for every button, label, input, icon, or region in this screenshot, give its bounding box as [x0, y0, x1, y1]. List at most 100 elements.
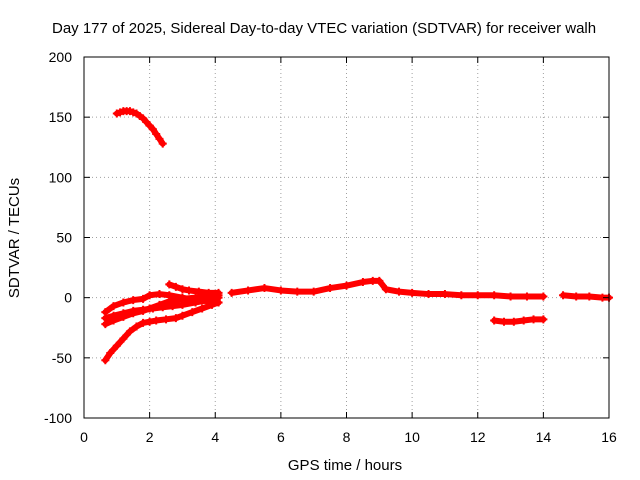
data-point	[106, 349, 115, 358]
data-point	[204, 296, 213, 305]
data-point	[119, 334, 128, 343]
data-point	[585, 292, 594, 301]
data-point	[119, 298, 128, 307]
data-point	[112, 341, 121, 350]
series-track-end	[559, 291, 613, 302]
y-tick-labels: -100 -50 0 50 100 150 200	[44, 49, 72, 426]
data-point	[500, 317, 508, 326]
series-track-high	[112, 107, 167, 148]
data-series	[101, 107, 613, 365]
data-point	[158, 139, 167, 148]
x-axis-label: GPS time / hours	[288, 457, 402, 474]
y-tick-label: -50	[52, 350, 72, 366]
data-point	[395, 287, 403, 296]
data-point	[148, 304, 157, 313]
data-point	[119, 309, 128, 318]
data-point	[152, 130, 161, 139]
data-point	[293, 287, 302, 296]
data-point	[539, 292, 548, 301]
axis-ticks	[83, 56, 610, 419]
data-point	[148, 125, 157, 134]
data-point	[375, 276, 384, 285]
y-tick-label: 0	[64, 290, 72, 306]
data-point	[178, 300, 187, 309]
data-point	[309, 287, 318, 296]
data-point	[381, 285, 390, 294]
data-point	[109, 302, 118, 311]
data-point	[506, 292, 515, 301]
data-point	[165, 280, 174, 289]
data-point	[171, 282, 180, 291]
x-tick-label: 12	[470, 429, 486, 445]
series-track-mid-d	[165, 280, 223, 297]
data-point	[194, 287, 203, 296]
series-track-mid-c	[101, 293, 223, 323]
data-point	[155, 134, 164, 143]
data-point	[559, 291, 568, 300]
data-point	[162, 315, 171, 324]
data-point	[145, 291, 154, 300]
data-point	[539, 315, 548, 324]
data-point	[490, 316, 499, 325]
x-tick-label: 10	[404, 429, 420, 445]
data-point	[276, 286, 285, 295]
data-point	[185, 286, 193, 295]
x-tick-label: 14	[536, 429, 552, 445]
y-tick-label: -100	[44, 410, 72, 426]
data-point	[158, 303, 167, 312]
data-point	[145, 317, 154, 326]
series-band	[228, 277, 547, 300]
data-point	[178, 293, 187, 302]
series-track-negative	[490, 315, 548, 326]
data-point	[490, 291, 499, 300]
data-point	[101, 314, 110, 323]
x-tick-labels: 0 2 4 6 8 10 12 14 16	[80, 429, 617, 445]
data-point	[155, 290, 164, 299]
x-tick-label: 0	[80, 429, 88, 445]
series-track-day	[227, 276, 548, 301]
data-point	[171, 314, 180, 323]
data-point	[204, 288, 213, 297]
data-point	[165, 291, 174, 300]
data-point	[519, 316, 528, 325]
data-point	[191, 298, 200, 307]
data-point	[244, 286, 253, 295]
data-point	[168, 302, 177, 311]
x-tick-label: 4	[211, 429, 219, 445]
data-point	[572, 292, 581, 301]
data-point	[198, 304, 207, 313]
data-point	[227, 288, 236, 297]
data-point	[457, 291, 466, 300]
data-point	[188, 308, 197, 317]
data-point	[178, 311, 187, 320]
data-point	[326, 284, 335, 293]
data-point	[408, 288, 417, 297]
x-tick-label: 2	[146, 429, 154, 445]
data-point	[109, 311, 118, 320]
data-point	[440, 290, 449, 299]
data-point	[152, 316, 161, 325]
y-axis-label: SDTVAR / TECUs	[6, 178, 23, 298]
data-point	[101, 356, 110, 365]
data-point	[178, 285, 187, 294]
data-point	[139, 294, 148, 303]
data-point	[342, 281, 351, 290]
data-point	[260, 284, 269, 293]
data-point	[139, 305, 148, 314]
data-point	[522, 292, 531, 301]
y-tick-label: 200	[49, 49, 73, 65]
x-tick-label: 6	[277, 429, 285, 445]
data-point	[125, 327, 134, 336]
grid-lines	[84, 57, 609, 418]
data-point	[509, 317, 518, 326]
data-point	[132, 322, 141, 331]
y-tick-label: 100	[49, 169, 73, 185]
data-point	[473, 291, 482, 300]
data-point	[139, 318, 148, 327]
x-tick-label: 8	[343, 429, 351, 445]
data-point	[529, 315, 538, 324]
data-point	[358, 278, 367, 287]
y-tick-label: 150	[49, 109, 73, 125]
data-point	[129, 306, 138, 315]
